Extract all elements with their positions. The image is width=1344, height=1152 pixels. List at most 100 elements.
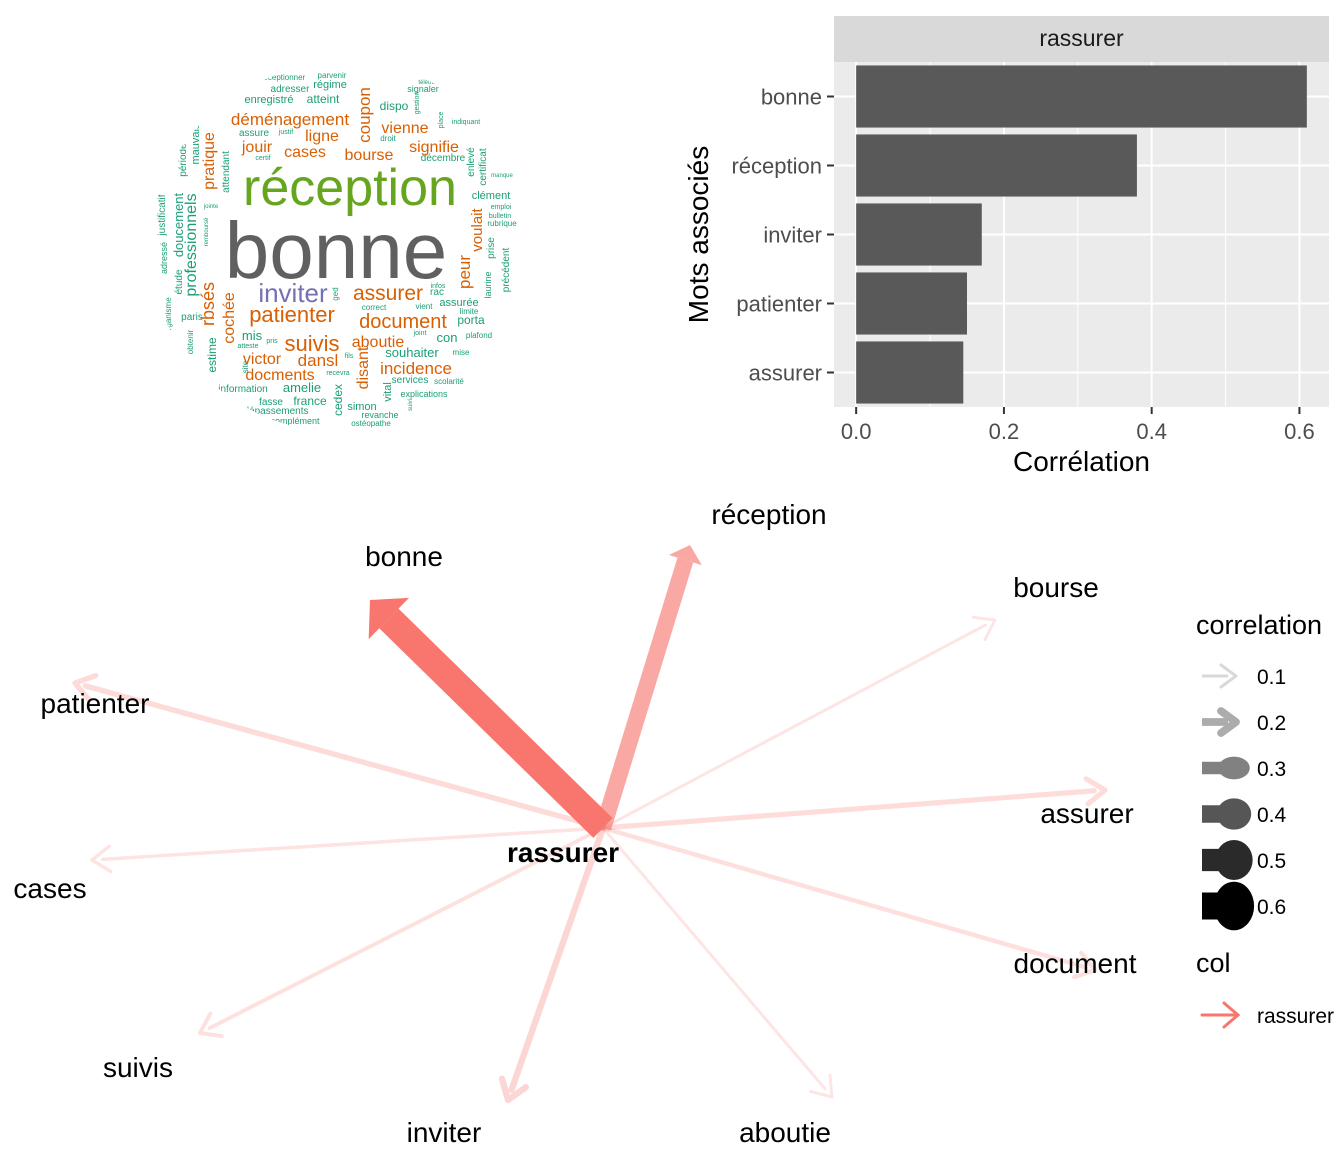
node-label-cases: cases xyxy=(13,873,86,904)
cloud-word-certificat: certificat xyxy=(478,148,489,185)
node-label-patienter: patienter xyxy=(41,688,150,719)
cloud-word-mauvaise: mauvaise xyxy=(190,117,202,164)
bar-series xyxy=(856,65,1307,404)
cloud-word-inviter: inviter xyxy=(258,278,328,308)
cloud-word-revanche: revanche xyxy=(361,410,398,420)
cloud-word-services: services xyxy=(392,375,429,386)
cloud-word-recevra: recevra xyxy=(326,370,349,377)
cloud-word-signifie: signifie xyxy=(409,139,459,156)
cloud-word-pratique: pratique xyxy=(201,132,218,190)
cloud-word-correct: correct xyxy=(362,303,387,312)
cloud-word-laurine: laurine xyxy=(483,271,493,298)
cloud-word-indiquant: indiquant xyxy=(452,119,480,126)
cloud-word-rembourse: remboursé xyxy=(204,217,210,246)
cloud-word-porta: porta xyxy=(457,313,485,327)
cloud-word-vient: vient xyxy=(416,302,434,311)
facet-strip-label: rassurer xyxy=(1039,25,1124,51)
cloud-word-vienne: vienne xyxy=(381,120,428,137)
cloud-word-infos: infos xyxy=(431,283,446,290)
cloud-word-signaler: signaler xyxy=(407,84,439,94)
node-label-aboutie: aboutie xyxy=(739,1117,831,1148)
cloud-word-voulait: voulait xyxy=(469,207,486,251)
node-label-reception: réception xyxy=(711,499,826,530)
cloud-word-estime: estime xyxy=(205,337,219,373)
y-tick-label-inviter: inviter xyxy=(763,223,822,248)
y-axis-title: Mots associés xyxy=(683,146,714,323)
cloud-word-limite: limite xyxy=(460,307,479,316)
cloud-word-prise: prise xyxy=(486,237,497,259)
cloud-word-cochee: cochée xyxy=(221,292,238,344)
cloud-word-doucement: doucement xyxy=(171,192,186,257)
center-node-label: rassurer xyxy=(507,837,619,868)
cloud-word-regime: régime xyxy=(313,79,347,91)
legend-key-0-6 xyxy=(1202,881,1255,931)
cloud-word-explications: explications xyxy=(400,389,448,399)
cloud-word-precedent: précédent xyxy=(501,248,512,293)
cloud-word-droit: droit xyxy=(380,134,396,143)
cloud-word-rbses: rbsés xyxy=(198,282,218,326)
legend-correlation-title: correlation xyxy=(1196,610,1322,640)
cloud-word-fils: fils xyxy=(345,353,354,360)
cloud-word-ged: ged xyxy=(331,287,340,300)
cloud-word-place: place xyxy=(438,112,445,129)
node-label-assurer: assurer xyxy=(1040,798,1133,829)
legend-key-0-3 xyxy=(1202,756,1250,780)
cloud-word-vital: vital xyxy=(382,382,394,402)
cloud-word-osteopathe: ostéopathe xyxy=(351,419,391,428)
cloud-word-bourse: bourse xyxy=(345,147,394,164)
edge-reception xyxy=(595,545,702,831)
cloud-word-atteint: atteint xyxy=(307,92,340,106)
cloud-word-rubrique: rubrique xyxy=(487,219,517,228)
bar-x-axis: 0.0 0.2 0.4 0.6 xyxy=(841,407,1315,444)
cloud-word-attendant: attendant xyxy=(221,151,232,193)
cloud-word-bonne: bonne xyxy=(225,206,447,295)
cloud-word-teletransmission: télétransmission xyxy=(418,80,461,86)
bar-y-axis: bonne réception inviter patienter assurer xyxy=(731,85,834,386)
cloud-word-jointe: jointe xyxy=(203,204,219,210)
cloud-word-pris: pris xyxy=(266,338,278,345)
bar-patienter xyxy=(856,272,967,335)
y-tick-label-reception: réception xyxy=(731,154,822,179)
cloud-word-adresse: adressé xyxy=(159,242,169,274)
cloud-word-dansl: dansl xyxy=(298,351,339,370)
cloud-word-emploi: emploi xyxy=(491,204,512,211)
network-legend: correlation 0.1 0.2 0.3 0.4 0.5 0.6 col rassu… xyxy=(1196,610,1334,1029)
cloud-word-assure: assure xyxy=(239,128,269,139)
cloud-word-mis: mis xyxy=(242,328,263,343)
cloud-word-justif: justif xyxy=(278,129,293,136)
cloud-word-professionnels: professionnels xyxy=(183,193,200,296)
cloud-word-etude: étude xyxy=(174,269,185,294)
y-tick-label-patienter: patienter xyxy=(736,292,822,317)
cloud-word-souhaiter: souhaiter xyxy=(385,345,439,360)
cloud-word-mise: mise xyxy=(453,348,470,357)
legend-key-label: 0.4 xyxy=(1257,804,1287,827)
edge-cases xyxy=(90,826,605,874)
x-tick-label: 0.4 xyxy=(1136,419,1167,444)
cloud-word-information: information xyxy=(218,384,267,395)
cloud-word-paris: paris xyxy=(181,312,203,323)
edge-document xyxy=(600,825,1098,980)
cloud-word-gestion: gestion xyxy=(414,92,421,115)
legend-correlation-items: 0.1 0.2 0.3 0.4 0.5 0.6 xyxy=(1202,663,1287,931)
x-tick-label: 0.0 xyxy=(841,419,872,444)
legend-key-0-2 xyxy=(1202,707,1240,737)
cloud-word-dispo: dispo xyxy=(380,99,409,113)
cloud-word-document: document xyxy=(359,311,447,333)
cloud-word-enregistre: enregistré xyxy=(245,94,294,106)
legend-key-label: 0.3 xyxy=(1257,758,1286,781)
cloud-word-enleve: enlevé xyxy=(466,147,477,177)
cloud-word-suivis: suivis xyxy=(284,331,339,356)
bar-inviter xyxy=(856,203,982,266)
cloud-word-decembre: décembre xyxy=(421,153,466,164)
node-label-document: document xyxy=(1014,948,1137,979)
legend-col-title: col xyxy=(1196,948,1231,978)
legend-key-label: 0.5 xyxy=(1257,850,1286,873)
correlation-network: bourse aboutie cases suivis document assurer p… xyxy=(13,499,1136,1148)
node-label-inviter: inviter xyxy=(407,1117,482,1148)
cloud-word-france: france xyxy=(293,394,327,408)
legend-key-label: 0.2 xyxy=(1257,712,1286,735)
cloud-word-site: site xyxy=(241,360,250,373)
y-tick-label-assurer: assurer xyxy=(749,361,822,386)
